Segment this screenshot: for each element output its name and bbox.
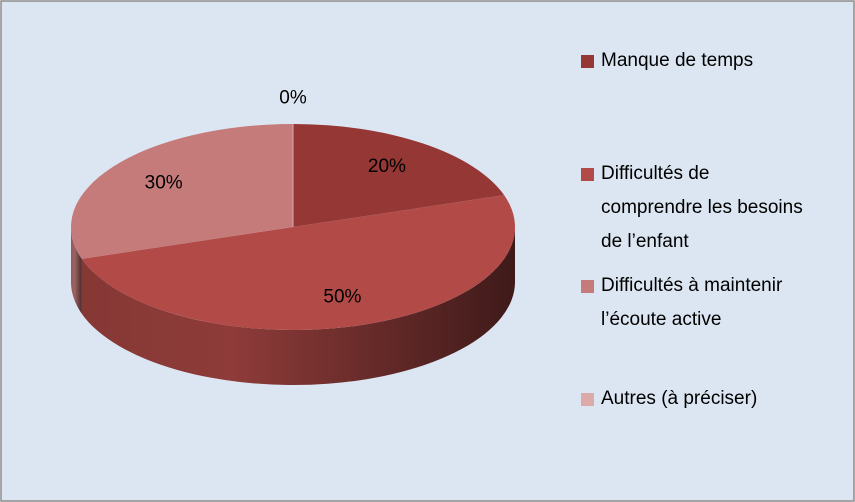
pie-slice (71, 124, 293, 259)
data-label: 30% (145, 172, 183, 193)
data-label: 0% (279, 87, 307, 108)
data-label: 50% (323, 287, 361, 308)
legend-item: Autres (à préciser) (581, 382, 811, 416)
legend-swatch (581, 55, 594, 68)
pie-slice (293, 124, 505, 227)
legend-item: Difficultés de comprendre les besoins de… (581, 157, 811, 259)
legend-label: Difficultés à maintenir l’écoute active (601, 275, 783, 330)
legend-label: Manque de temps (601, 50, 754, 71)
legend-item: Difficultés à maintenir l’écoute active (581, 269, 811, 337)
legend-item: Manque de temps (581, 44, 811, 78)
pie-slice (81, 195, 516, 330)
legend-swatch (581, 168, 594, 181)
pie-side (71, 227, 82, 314)
legend-label: Autres (à préciser) (601, 388, 758, 409)
legend-label: Difficultés de comprendre les besoins de… (601, 163, 803, 252)
legend-swatch (581, 280, 594, 293)
data-label: 20% (368, 156, 406, 177)
pie-side (81, 227, 516, 386)
legend-swatch (581, 393, 594, 406)
